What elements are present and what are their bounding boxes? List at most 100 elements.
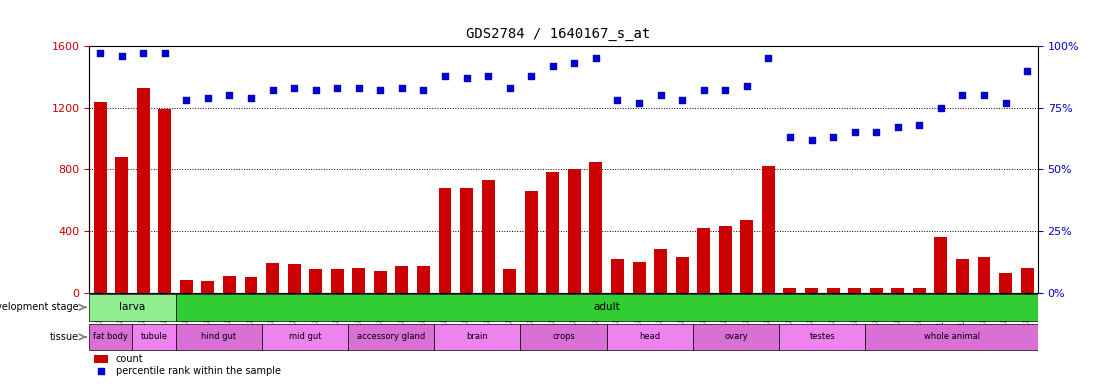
- Point: [501, 85, 519, 91]
- Point: [631, 100, 648, 106]
- Point: [307, 88, 325, 94]
- Bar: [698, 228, 710, 293]
- FancyBboxPatch shape: [693, 324, 779, 350]
- Text: tubule: tubule: [141, 333, 167, 341]
- Bar: [223, 276, 235, 293]
- Bar: [783, 288, 797, 293]
- Bar: [612, 259, 624, 293]
- Point: [824, 134, 841, 140]
- Point: [414, 88, 432, 94]
- FancyBboxPatch shape: [865, 324, 1038, 350]
- Point: [587, 55, 605, 61]
- Bar: [869, 288, 883, 293]
- Text: brain: brain: [466, 333, 488, 341]
- Point: [953, 92, 971, 98]
- Text: accessory gland: accessory gland: [357, 333, 425, 341]
- Bar: [848, 288, 862, 293]
- Bar: [956, 259, 969, 293]
- FancyBboxPatch shape: [89, 324, 133, 350]
- FancyBboxPatch shape: [779, 324, 865, 350]
- Point: [436, 73, 454, 79]
- Text: head: head: [639, 333, 661, 341]
- Bar: [892, 288, 904, 293]
- FancyBboxPatch shape: [348, 324, 434, 350]
- Bar: [654, 249, 667, 293]
- Bar: [201, 281, 214, 293]
- Bar: [395, 266, 408, 293]
- Text: mid gut: mid gut: [289, 333, 321, 341]
- Point: [328, 85, 346, 91]
- Text: ovary: ovary: [724, 333, 748, 341]
- FancyBboxPatch shape: [607, 324, 693, 350]
- Point: [92, 50, 109, 56]
- FancyBboxPatch shape: [434, 324, 520, 350]
- Point: [802, 137, 820, 143]
- Bar: [934, 237, 947, 293]
- Point: [286, 85, 304, 91]
- Bar: [180, 280, 193, 293]
- Point: [479, 73, 497, 79]
- Point: [113, 53, 131, 59]
- Bar: [525, 191, 538, 293]
- Point: [716, 88, 734, 94]
- FancyBboxPatch shape: [89, 294, 175, 321]
- Bar: [740, 220, 753, 293]
- Point: [781, 134, 799, 140]
- Bar: [288, 264, 300, 293]
- Bar: [913, 288, 926, 293]
- Text: GDS2784 / 1640167_s_at: GDS2784 / 1640167_s_at: [465, 27, 651, 41]
- Bar: [805, 288, 818, 293]
- Bar: [568, 169, 580, 293]
- Point: [134, 50, 152, 56]
- Point: [522, 73, 540, 79]
- Point: [695, 88, 713, 94]
- FancyBboxPatch shape: [520, 324, 607, 350]
- Bar: [827, 288, 839, 293]
- Point: [242, 95, 260, 101]
- Bar: [309, 270, 323, 293]
- Bar: [158, 109, 171, 293]
- Point: [867, 129, 885, 136]
- Point: [458, 75, 475, 81]
- Text: hind gut: hind gut: [201, 333, 237, 341]
- Point: [221, 92, 239, 98]
- Point: [673, 97, 691, 103]
- Point: [911, 122, 929, 128]
- FancyBboxPatch shape: [175, 294, 1038, 321]
- Bar: [460, 188, 473, 293]
- Bar: [374, 271, 387, 293]
- Point: [177, 97, 195, 103]
- Point: [975, 92, 993, 98]
- Bar: [417, 266, 430, 293]
- Point: [932, 104, 950, 111]
- Point: [92, 368, 109, 374]
- Point: [263, 88, 281, 94]
- Bar: [482, 180, 494, 293]
- FancyBboxPatch shape: [175, 324, 262, 350]
- Text: percentile rank within the sample: percentile rank within the sample: [116, 366, 281, 376]
- Point: [372, 88, 389, 94]
- Point: [846, 129, 864, 136]
- Bar: [503, 270, 517, 293]
- Bar: [330, 269, 344, 293]
- Point: [652, 92, 670, 98]
- Bar: [94, 355, 108, 363]
- Point: [566, 60, 584, 66]
- Bar: [137, 88, 150, 293]
- Bar: [762, 166, 775, 293]
- Text: whole animal: whole animal: [924, 333, 980, 341]
- Point: [888, 124, 906, 131]
- Bar: [633, 262, 645, 293]
- Bar: [1021, 268, 1033, 293]
- Point: [199, 95, 217, 101]
- Text: tissue: tissue: [49, 332, 78, 342]
- FancyBboxPatch shape: [133, 324, 175, 350]
- Text: testes: testes: [809, 333, 835, 341]
- Bar: [547, 172, 559, 293]
- FancyBboxPatch shape: [262, 324, 348, 350]
- Point: [393, 85, 411, 91]
- Text: count: count: [116, 354, 144, 364]
- Point: [156, 50, 174, 56]
- Point: [760, 55, 778, 61]
- Bar: [719, 226, 732, 293]
